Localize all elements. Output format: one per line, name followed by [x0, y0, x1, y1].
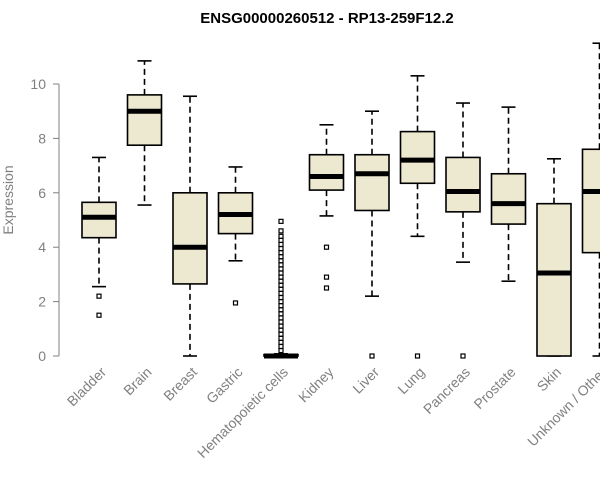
outlier-point [278, 347, 284, 354]
outlier-point [278, 250, 284, 256]
iqr-box [308, 153, 345, 191]
outlier-point [278, 311, 284, 317]
outlier-point [414, 353, 421, 359]
outlier-point [278, 290, 284, 297]
outlier-point [278, 270, 284, 276]
outlier-point [278, 343, 284, 350]
x-tick-label: Liver [349, 364, 382, 397]
x-tick-label: Bladder [64, 364, 110, 410]
outlier-point [96, 293, 102, 299]
iqr-box [126, 94, 163, 146]
x-tick-label: Gastric [203, 364, 246, 407]
outlier-point [278, 303, 284, 309]
y-tick-label: 0 [38, 348, 46, 364]
box-unknown-other [581, 42, 600, 357]
outlier-point [278, 254, 284, 260]
chart-title: ENSG00000260512 - RP13-259F12.2 [200, 10, 454, 27]
outlier-point [278, 327, 284, 333]
outlier-point [278, 233, 284, 239]
outlier-point [323, 285, 330, 291]
box-bladder [81, 156, 117, 318]
x-tick-label: Lung [394, 364, 427, 397]
boxes-group [81, 42, 600, 359]
iqr-box [399, 130, 436, 185]
outlier-point [278, 319, 284, 325]
outlier-point [278, 323, 284, 329]
box-pancreas [445, 102, 481, 359]
outlier-point [232, 300, 239, 306]
outlier-point [278, 282, 284, 288]
outlier-point [278, 307, 284, 313]
outlier-point [460, 353, 466, 359]
iqr-box [536, 202, 572, 357]
outlier-point [278, 262, 284, 268]
y-tick-label: 6 [38, 185, 46, 201]
y-axis-title: Expression [0, 165, 16, 234]
y-tick-label: 2 [38, 294, 46, 310]
box-brain [126, 60, 163, 206]
box-skin [536, 158, 572, 357]
box-prostate [490, 106, 527, 283]
iqr-box [81, 201, 117, 239]
outlier-point [278, 286, 284, 292]
outlier-point [323, 274, 330, 280]
outlier-point [278, 331, 284, 337]
outlier-point [278, 278, 284, 284]
outlier-point [278, 241, 284, 248]
box-liver [354, 110, 390, 359]
outlier-point [278, 218, 284, 224]
box-breast [172, 95, 208, 357]
outlier-point [278, 299, 284, 305]
outlier-point [278, 258, 284, 264]
x-tick-label: Skin [534, 364, 565, 395]
box-gastric [217, 166, 254, 306]
y-axis: 0 2 4 6 8 10 [30, 76, 60, 364]
outlier-point [278, 266, 284, 272]
outlier-point [369, 353, 375, 359]
y-tick-label: 8 [38, 130, 46, 146]
y-tick-label: 10 [30, 76, 46, 92]
outlier-point [278, 274, 284, 280]
iqr-box [445, 156, 481, 213]
x-tick-label: Pancreas [420, 364, 473, 417]
x-tick-label: Prostate [470, 364, 518, 412]
outlier-point [96, 312, 102, 318]
outlier-point [278, 315, 284, 321]
outlier-point [278, 339, 284, 345]
outlier-point [278, 294, 284, 301]
iqr-box [581, 148, 600, 254]
outlier-point [278, 335, 284, 341]
iqr-box [490, 172, 527, 225]
x-tick-label: Breast [160, 364, 200, 404]
y-tick-label: 4 [38, 239, 46, 255]
iqr-box [354, 153, 390, 212]
box-lung [399, 75, 436, 359]
outlier-point [323, 244, 330, 250]
outlier-point [278, 237, 284, 243]
box-hematopoietic-cells [263, 218, 299, 359]
outlier-point [278, 245, 284, 252]
iqr-box [172, 192, 208, 285]
box-kidney [308, 124, 345, 291]
outlier-point [278, 228, 284, 234]
x-tick-label: Brain [120, 364, 154, 398]
x-tick-label: Kidney [295, 364, 337, 406]
x-tick-label: Hematopoietic cells [194, 364, 291, 461]
